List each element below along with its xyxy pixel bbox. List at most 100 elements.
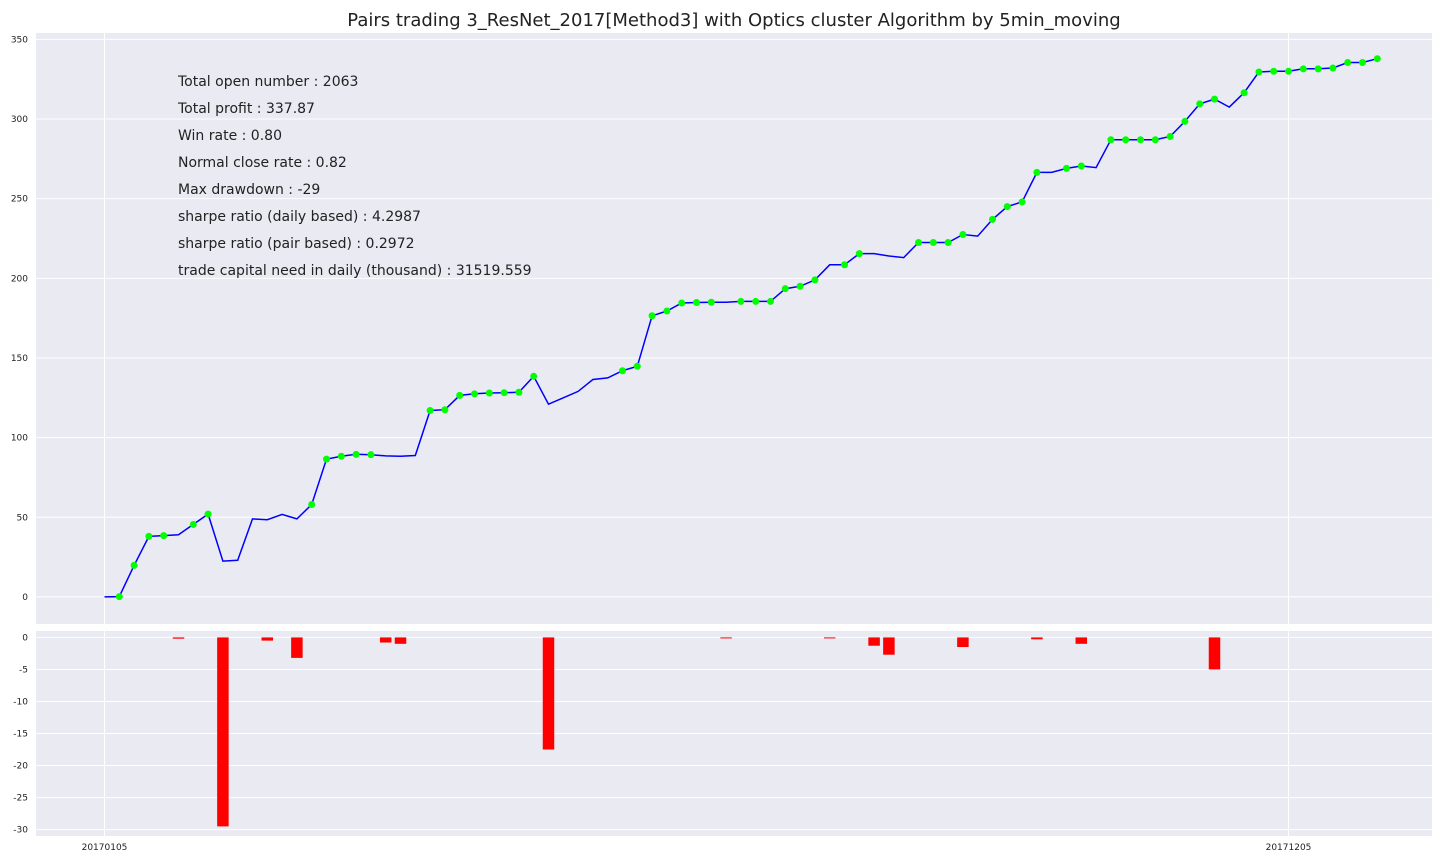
top-y-tick-label: 100 [11, 434, 28, 444]
profit-marker [1285, 67, 1292, 75]
stat-win-rate: Win rate : 0.80 [178, 128, 282, 144]
drawdown-bar [1208, 637, 1221, 670]
profit-marker [352, 450, 360, 458]
profit-marker [1018, 198, 1026, 206]
top-panel-y-ticks: 0 50 100 150 200 250 300 350 [11, 35, 28, 603]
profit-marker [485, 389, 493, 397]
profit-marker [648, 312, 656, 320]
bottom-panel-grid [36, 631, 1432, 836]
profit-marker [1240, 89, 1248, 97]
profit-marker [323, 455, 330, 463]
stat-max-drawdown: Max drawdown : -29 [178, 182, 320, 198]
profit-marker [1063, 164, 1070, 172]
stat-sharpe-pair: sharpe ratio (pair based) : 0.2972 [178, 236, 415, 252]
profit-marker [1359, 58, 1366, 66]
profit-marker [308, 501, 316, 509]
drawdown-panel: 0 -5 -10 -15 -20 -25 -30 20170105 20171205 [13, 631, 1432, 853]
profit-marker [204, 510, 212, 518]
drawdown-bar [720, 637, 732, 639]
profit-marker [619, 367, 626, 375]
profit-marker [915, 238, 922, 246]
profit-marker [337, 452, 345, 460]
bottom-y-tick-label: -10 [13, 697, 28, 707]
profit-marker [367, 451, 375, 459]
top-y-tick-label: 200 [11, 274, 28, 284]
profit-marker [989, 215, 996, 223]
x-tick-label: 20170105 [82, 843, 128, 853]
top-y-tick-label: 300 [11, 115, 28, 125]
profit-marker [471, 390, 478, 398]
profit-marker [707, 298, 715, 306]
profit-marker [811, 276, 819, 284]
profit-marker [1033, 168, 1041, 176]
profit-marker [841, 261, 848, 269]
drawdown-bar [883, 637, 895, 655]
profit-marker [115, 593, 123, 601]
stat-total-profit: Total profit : 337.87 [177, 101, 315, 117]
top-y-tick-label: 350 [11, 35, 28, 45]
profit-marker [130, 561, 138, 569]
profit-series [104, 55, 1381, 601]
profit-marker [855, 250, 863, 258]
drawdown-bar [1075, 637, 1088, 644]
drawdown-bar [823, 637, 836, 639]
profit-marker [633, 362, 641, 370]
drawdown-bar [957, 637, 969, 648]
profit-marker [678, 299, 686, 307]
drawdown-bar [172, 637, 185, 639]
bottom-y-tick-label: -30 [13, 826, 28, 836]
stat-sharpe-daily: sharpe ratio (daily based) : 4.2987 [178, 209, 421, 225]
top-y-tick-label: 250 [11, 195, 28, 205]
profit-marker [796, 282, 804, 290]
profit-marker [1166, 133, 1174, 141]
x-tick-label: 20171205 [1266, 843, 1312, 853]
bottom-y-tick-label: -15 [13, 730, 28, 740]
drawdown-bar [291, 637, 303, 658]
bottom-y-tick-label: -20 [13, 762, 28, 772]
profit-marker [693, 299, 700, 307]
top-y-tick-label: 50 [17, 513, 29, 523]
bottom-y-tick-label: -5 [19, 665, 28, 675]
profit-marker [1314, 65, 1322, 73]
profit-marker [456, 391, 464, 399]
drawdown-bar [542, 637, 555, 750]
top-y-tick-label: 150 [11, 354, 28, 364]
profit-marker [1122, 136, 1130, 144]
drawdown-bar [379, 637, 392, 643]
drawdown-bar [868, 637, 880, 646]
stat-normal-close-rate: Normal close rate : 0.82 [178, 155, 347, 171]
profit-marker [530, 372, 538, 380]
profit-marker [515, 388, 523, 396]
drawdown-bar [261, 637, 274, 641]
profit-marker [1255, 68, 1263, 76]
top-panel-background [36, 33, 1432, 624]
profit-marker [1299, 65, 1307, 73]
profit-marker [1196, 100, 1204, 108]
drawdown-bar [1031, 637, 1043, 640]
chart-title: Pairs trading 3_ResNet_2017[Method3] wit… [347, 10, 1120, 31]
profit-marker [1344, 58, 1352, 66]
profit-marker [929, 238, 937, 246]
stat-trade-capital: trade capital need in daily (thousand) :… [178, 263, 532, 279]
profit-marker [663, 307, 671, 315]
stats-block: Total open number : 2063 Total profit : … [177, 74, 532, 279]
profit-marker [1137, 136, 1144, 144]
profit-marker [1003, 203, 1011, 211]
profit-marker [426, 407, 434, 415]
top-y-tick-label: 0 [22, 593, 28, 603]
profit-marker [189, 520, 197, 528]
profit-marker [160, 532, 168, 540]
profit-marker [1181, 117, 1189, 125]
profit-marker [1211, 95, 1218, 103]
bottom-y-tick-label: 0 [22, 633, 28, 643]
top-panel-grid [36, 33, 1432, 624]
stat-total-open: Total open number : 2063 [177, 74, 358, 90]
profit-marker [1151, 136, 1159, 144]
cumulative-profit-panel: 0 50 100 150 200 250 300 350 Total open number … [11, 33, 1432, 624]
profit-marker [1373, 55, 1381, 63]
bottom-y-tick-label: -25 [13, 794, 28, 804]
profit-marker [441, 406, 449, 414]
profit-marker [1107, 136, 1115, 144]
profit-marker [737, 297, 745, 305]
